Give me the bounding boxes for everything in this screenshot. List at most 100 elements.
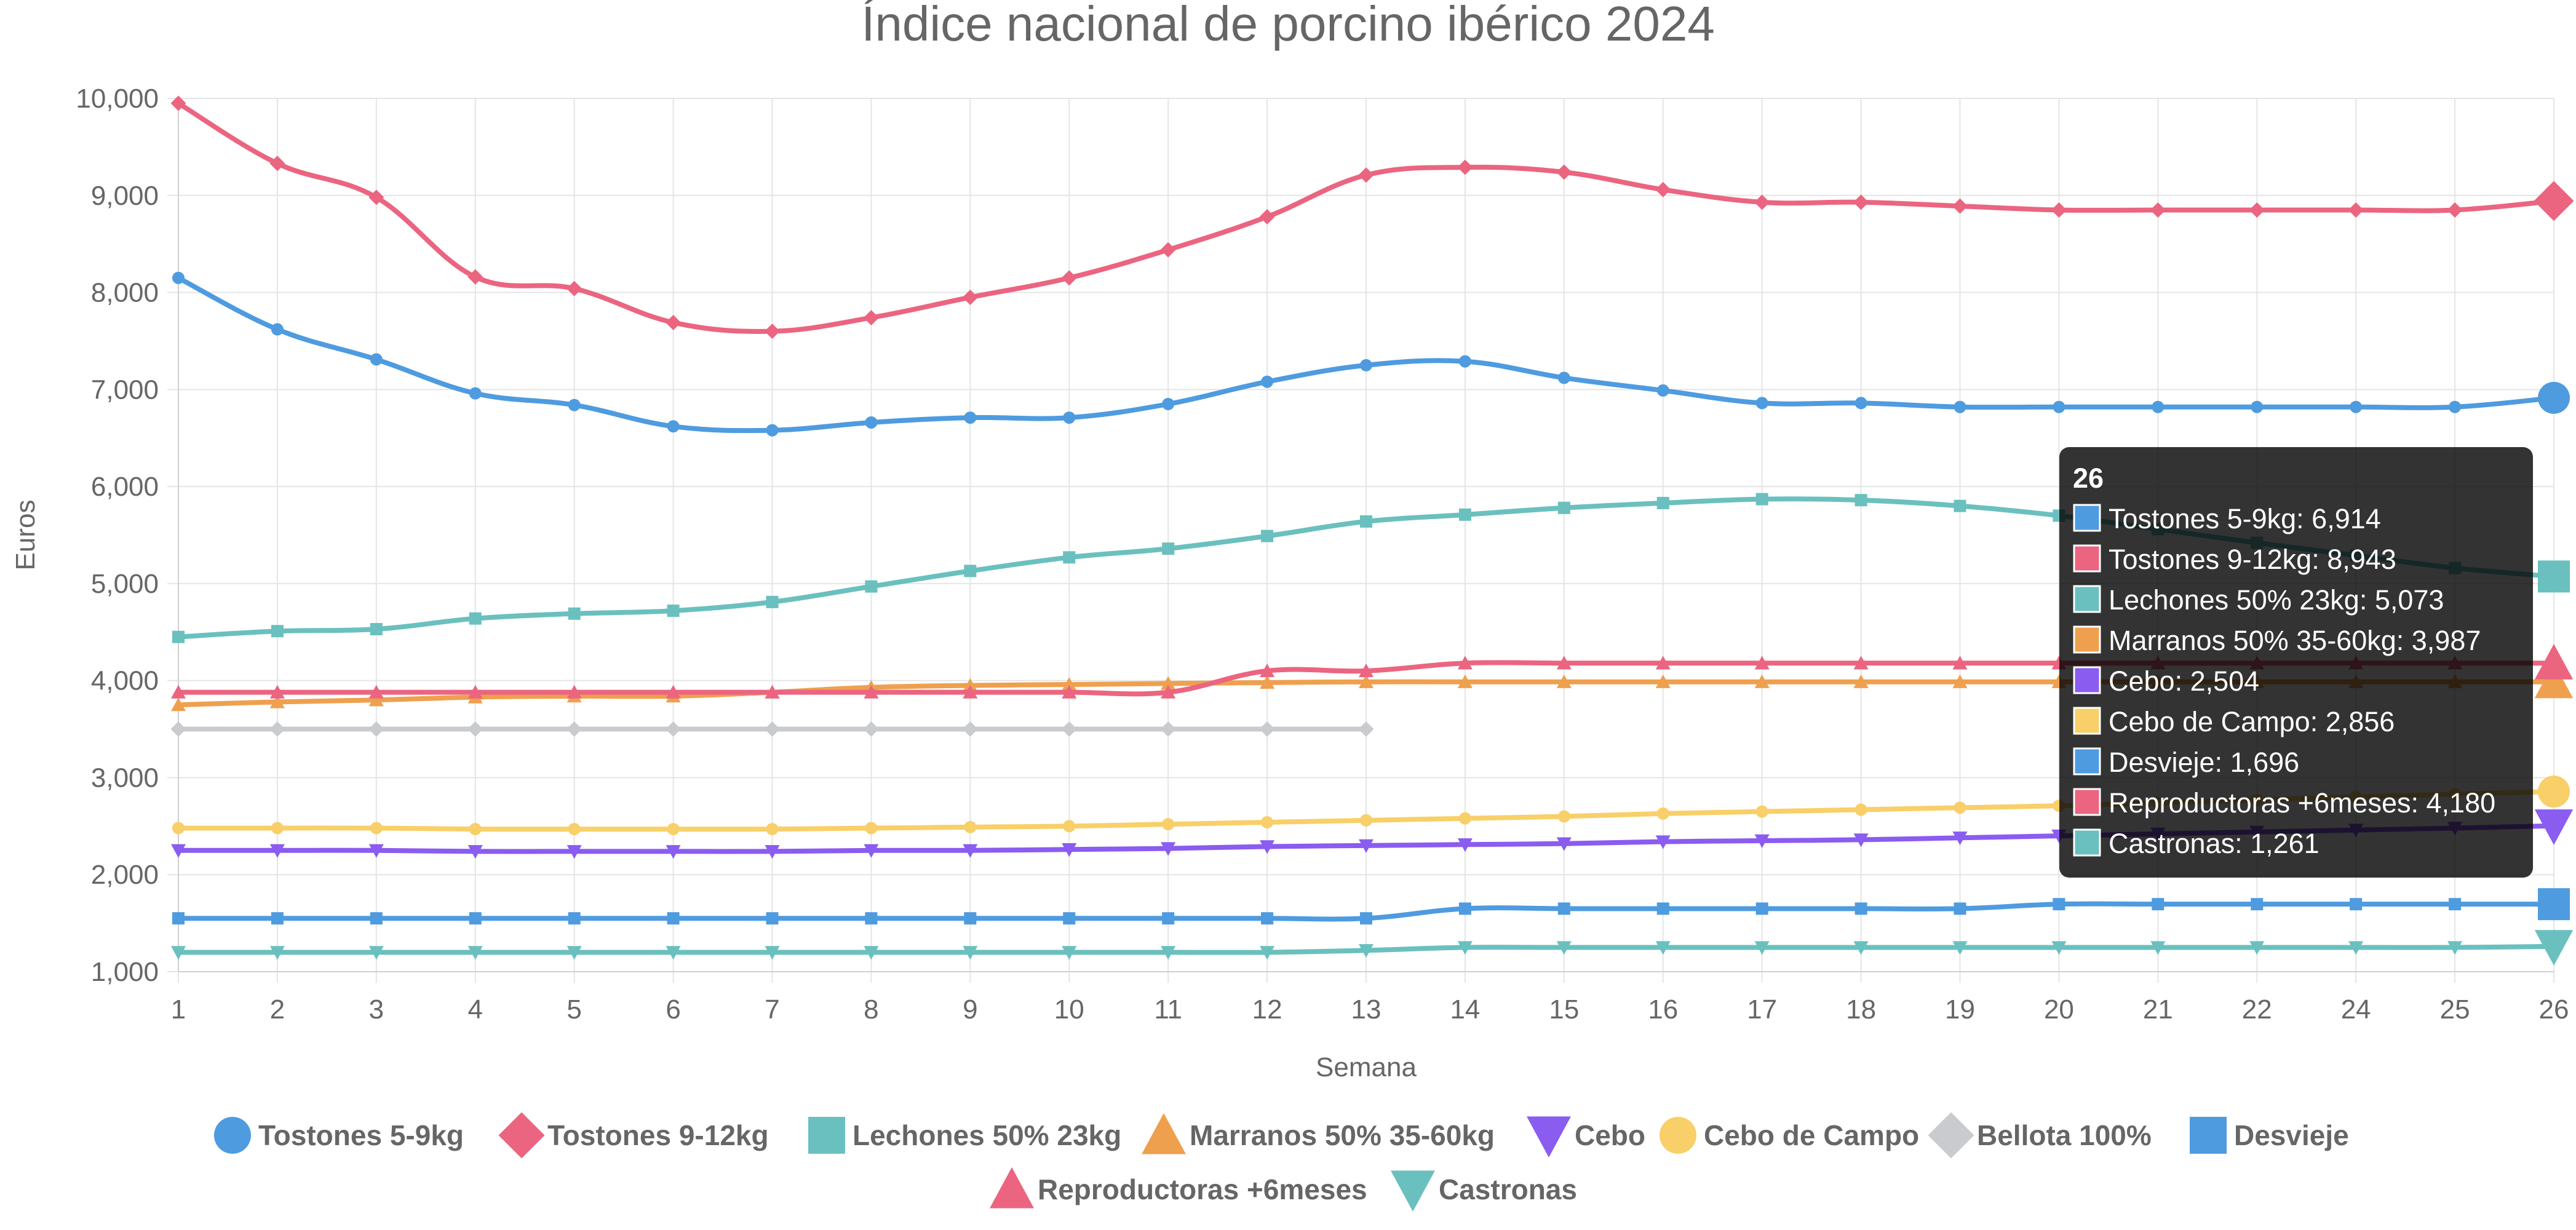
data-point-cebo-de-campo [766,823,779,836]
tooltip-line: Cebo de Campo: 2,856 [2109,706,2395,737]
data-point-lechones-50-23kg [1954,499,1966,512]
legend-marker-triangle-down [1527,1116,1571,1157]
legend-label: Reproductoras +6meses [1038,1173,1367,1205]
x-tick-label: 6 [666,994,680,1025]
data-point-desvieje [1261,912,1274,925]
x-tick-label: 24 [2341,994,2371,1025]
data-point-reproductoras-6meses [171,684,186,699]
x-tick-label: 14 [1450,994,1480,1025]
legend-item-lechones-50-23kg[interactable]: Lechones 50% 23kg [808,1117,1121,1154]
legend-marker-diamond [1928,1112,1974,1159]
data-point-tostones-5-9kg [2251,400,2264,413]
data-point-lechones-50-23kg [172,630,185,643]
x-axis-title: Semana [1316,1052,1417,1082]
data-point-desvieje [1755,902,1768,915]
legend: Tostones 5-9kg Tostones 9-12kg Lechones 50… [214,1112,2349,1212]
data-point-castronas [765,946,780,960]
x-tick-label: 3 [369,994,384,1025]
data-point-cebo [2534,809,2574,845]
data-point-bellota-100 [1160,721,1176,737]
legend-item-desvieje[interactable]: Desvieje [2190,1117,2349,1154]
data-point-reproductoras-6meses [666,684,681,699]
data-point-tostones-9-12kg [1655,181,1671,197]
data-point-reproductoras-6meses [1655,656,1671,670]
y-tick-label: 3,000 [91,763,159,793]
data-point-desvieje [370,912,383,925]
data-point-reproductoras-6meses [467,684,483,699]
data-point-cebo-de-campo [469,823,482,836]
legend-marker-triangle-down [1391,1170,1435,1212]
data-point-castronas [2348,941,2364,955]
data-point-reproductoras-6meses [269,684,285,699]
data-point-cebo [1161,842,1176,856]
data-point-tostones-9-12kg [765,323,780,339]
data-point-tostones-5-9kg [1162,398,1175,410]
data-point-cebo-de-campo [1261,816,1274,829]
data-point-bellota-100 [666,721,682,737]
data-point-cebo-de-campo [370,822,383,835]
data-point-cebo [666,845,681,859]
legend-label: Marranos 50% 35-60kg [1190,1119,1495,1151]
data-point-desvieje [2251,898,2264,911]
data-point-bellota-100 [1259,721,1275,737]
data-point-lechones-50-23kg [1360,515,1372,528]
legend-item-tostones-9-12kg[interactable]: Tostones 9-12kg [498,1112,769,1159]
x-tick-label: 17 [1747,994,1777,1025]
data-point-cebo [1457,838,1473,852]
data-point-reproductoras-6meses [566,684,582,699]
data-point-tostones-5-9kg [1458,355,1471,368]
data-point-tostones-9-12kg [2534,181,2574,221]
data-point-cebo [963,844,978,858]
y-tick-label: 7,000 [91,375,159,405]
data-point-desvieje [1854,902,1867,915]
data-point-reproductoras-6meses [368,684,384,699]
data-point-bellota-100 [962,721,978,737]
data-point-tostones-5-9kg [1656,384,1669,397]
x-tick-label: 25 [2440,994,2470,1025]
tooltip-line: Castronas: 1,261 [2109,828,2320,859]
legend-marker-circle [1660,1117,1696,1154]
tooltip-swatch [2073,707,2101,735]
x-tick-label: 16 [1648,994,1678,1025]
data-point-tostones-5-9kg [766,424,779,437]
data-point-castronas [2534,930,2574,966]
y-tick-label: 9,000 [91,181,159,211]
data-point-lechones-50-23kg [667,605,680,617]
legend-item-cebo[interactable]: Cebo [1527,1116,1645,1157]
legend-label: Tostones 5-9kg [258,1119,464,1151]
legend-item-bellota-100[interactable]: Bellota 100% [1928,1112,2152,1159]
legend-item-reproductoras-6meses[interactable]: Reproductoras +6meses [990,1167,1367,1208]
data-point-castronas [1161,946,1176,960]
data-point-cebo [566,845,582,859]
data-point-reproductoras-6meses [1359,663,1373,678]
data-point-cebo-de-campo [667,823,680,836]
data-point-bellota-100 [1358,721,1374,737]
data-point-cebo [1062,843,1077,857]
data-point-cebo [1952,831,1968,846]
x-tick-label: 10 [1054,994,1084,1025]
legend-item-cebo-de-campo[interactable]: Cebo de Campo [1660,1117,1919,1154]
data-point-desvieje [1557,902,1570,915]
data-point-cebo-de-campo [964,820,977,833]
legend-item-marranos-50-35-60kg[interactable]: Marranos 50% 35-60kg [1142,1113,1495,1154]
data-point-lechones-50-23kg [865,580,878,593]
data-point-cebo-de-campo [1162,818,1175,831]
data-point-castronas [1655,941,1671,955]
data-point-marranos-50-35-60kg [1655,674,1671,688]
data-point-lechones-50-23kg [568,607,581,620]
data-point-lechones-50-23kg [1063,551,1076,564]
data-point-desvieje [2152,898,2165,911]
data-point-cebo [269,844,285,858]
series-castronas [171,930,2574,966]
data-point-lechones-50-23kg [766,595,779,608]
data-point-tostones-5-9kg [469,387,482,400]
tooltip-line: Cebo: 2,504 [2109,665,2259,697]
data-point-tostones-9-12kg [1754,194,1770,210]
data-point-marranos-50-35-60kg [1260,675,1275,689]
legend-item-castronas[interactable]: Castronas [1391,1170,1577,1212]
y-tick-label: 10,000 [76,84,159,114]
data-point-tostones-9-12kg [1061,270,1077,286]
data-point-castronas [864,946,879,960]
legend-item-tostones-5-9kg[interactable]: Tostones 5-9kg [214,1117,464,1154]
